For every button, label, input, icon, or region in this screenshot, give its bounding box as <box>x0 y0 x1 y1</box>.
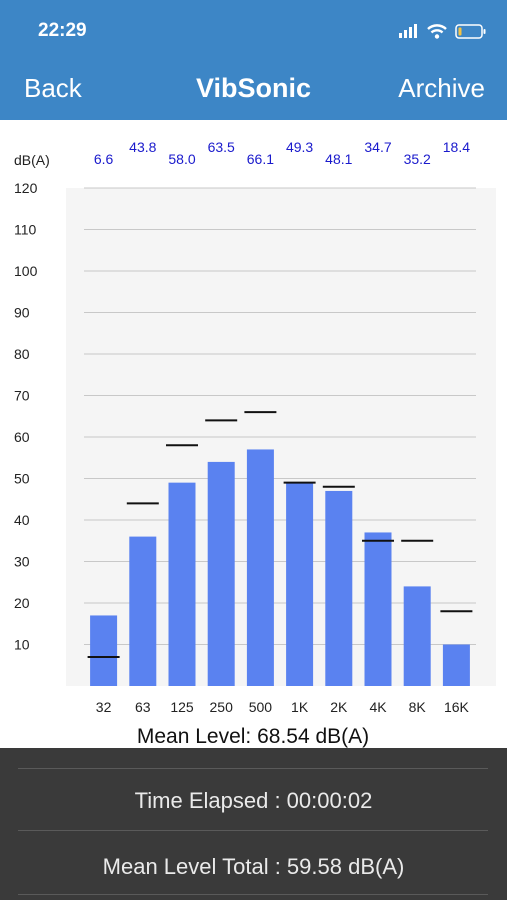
value-label: 66.1 <box>247 151 274 167</box>
y-tick-label: 120 <box>14 180 38 196</box>
y-tick-label: 20 <box>14 595 30 611</box>
value-labels: 6.6 43.8 58.0 63.5 66.1 49.3 48.1 34.7 35.2 18.4 <box>94 139 470 167</box>
y-tick-label: 30 <box>14 554 30 570</box>
x-tick-label: 500 <box>249 699 273 715</box>
x-tick-label: 8K <box>409 699 427 715</box>
x-tick-label: 250 <box>210 699 234 715</box>
bar <box>207 461 235 686</box>
y-tick-label: 80 <box>14 346 30 362</box>
bar <box>90 615 118 686</box>
app-title: VibSonic <box>195 73 312 103</box>
bar <box>403 586 431 686</box>
x-tick-label: 1K <box>291 699 309 715</box>
x-tick-label: 32 <box>96 699 112 715</box>
value-label: 63.5 <box>208 139 235 155</box>
spectrum-chart: 10 20 30 40 50 60 70 80 90 100 110 120 dB(A) 6.6 43.… <box>14 139 496 748</box>
bar <box>246 449 274 686</box>
mean-level-total: Mean Level Total : 59.58 dB(A) <box>102 854 405 879</box>
x-tick-label: 16K <box>444 699 470 715</box>
y-tick-label: 10 <box>14 637 30 653</box>
divider <box>18 768 488 769</box>
value-label: 43.8 <box>129 139 156 155</box>
divider <box>18 830 488 831</box>
value-label: 48.1 <box>325 151 352 167</box>
y-axis-label: dB(A) <box>14 152 50 168</box>
x-tick-label: 2K <box>330 699 348 715</box>
value-label: 49.3 <box>286 139 313 155</box>
x-tick-label: 125 <box>170 699 194 715</box>
bar <box>168 482 196 686</box>
bar <box>325 490 353 686</box>
time-elapsed: Time Elapsed : 00:00:02 <box>134 788 373 813</box>
y-tick-label: 50 <box>14 471 30 487</box>
bar <box>129 536 157 686</box>
mean-level: Mean Level: 68.54 dB(A) <box>137 725 369 748</box>
status-icons <box>399 20 487 42</box>
x-tick-label: 4K <box>369 699 387 715</box>
x-tick-label: 63 <box>135 699 151 715</box>
top-bar: 22:29 Back VibSonic Archive <box>0 0 507 120</box>
bar <box>364 532 392 686</box>
value-label: 58.0 <box>168 151 195 167</box>
signal-icon <box>399 24 417 38</box>
y-tick-label: 60 <box>14 429 30 445</box>
y-tick-label: 100 <box>14 263 38 279</box>
back-button[interactable]: Back <box>24 73 82 103</box>
archive-button[interactable]: Archive <box>398 73 485 103</box>
value-label: 18.4 <box>443 139 470 155</box>
value-label: 34.7 <box>364 139 391 155</box>
y-tick-label: 70 <box>14 388 30 404</box>
y-tick-label: 110 <box>14 222 37 238</box>
y-tick-label: 90 <box>14 305 30 321</box>
y-axis: 10 20 30 40 50 60 70 80 90 100 110 120 <box>14 180 38 653</box>
wifi-icon <box>427 23 447 39</box>
y-tick-label: 40 <box>14 512 30 528</box>
level-markers <box>87 411 473 658</box>
bars <box>90 449 470 686</box>
bar <box>442 644 470 686</box>
battery-icon <box>455 23 486 39</box>
value-label: 6.6 <box>94 151 114 167</box>
x-axis: 32 63 125 250 500 1K 2K 4K 8K 16K <box>96 699 470 715</box>
bar <box>286 482 314 686</box>
divider <box>18 894 488 895</box>
status-time: 22:29 <box>38 20 87 41</box>
value-label: 35.2 <box>404 151 431 167</box>
footer-panel: Time Elapsed : 00:00:02 Mean Level Total… <box>0 748 507 900</box>
